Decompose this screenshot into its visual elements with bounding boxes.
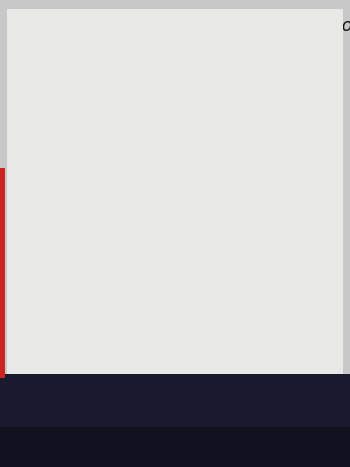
Text: cis-1-chloro-1-butene: cis-1-chloro-1-butene [51, 332, 198, 346]
Text: trans-4-chloro-3-butene: trans-4-chloro-3-butene [51, 362, 215, 376]
Text: What is the IUPAC name of the compound shown: What is the IUPAC name of the compound s… [21, 17, 350, 35]
Text: hp: hp [306, 435, 331, 453]
Text: $\mathregular{CH_2}$$-$$\mathregular{CH_3}$: $\mathregular{CH_2}$$-$$\mathregular{CH_… [219, 219, 324, 243]
Text: H: H [114, 122, 131, 142]
Text: cis-4-chloro-3-butene: cis-4-chloro-3-butene [51, 271, 198, 285]
Text: H: H [205, 122, 222, 142]
Text: Cl: Cl [91, 221, 114, 241]
Bar [256, 403, 270, 417]
Text: C: C [139, 179, 155, 199]
Text: below?: below? [21, 33, 82, 51]
Text: C: C [185, 179, 200, 199]
Text: trans-1-chloro-1-butene: trans-1-chloro-1-butene [51, 301, 216, 315]
Text: 🔍: 🔍 [283, 403, 291, 417]
